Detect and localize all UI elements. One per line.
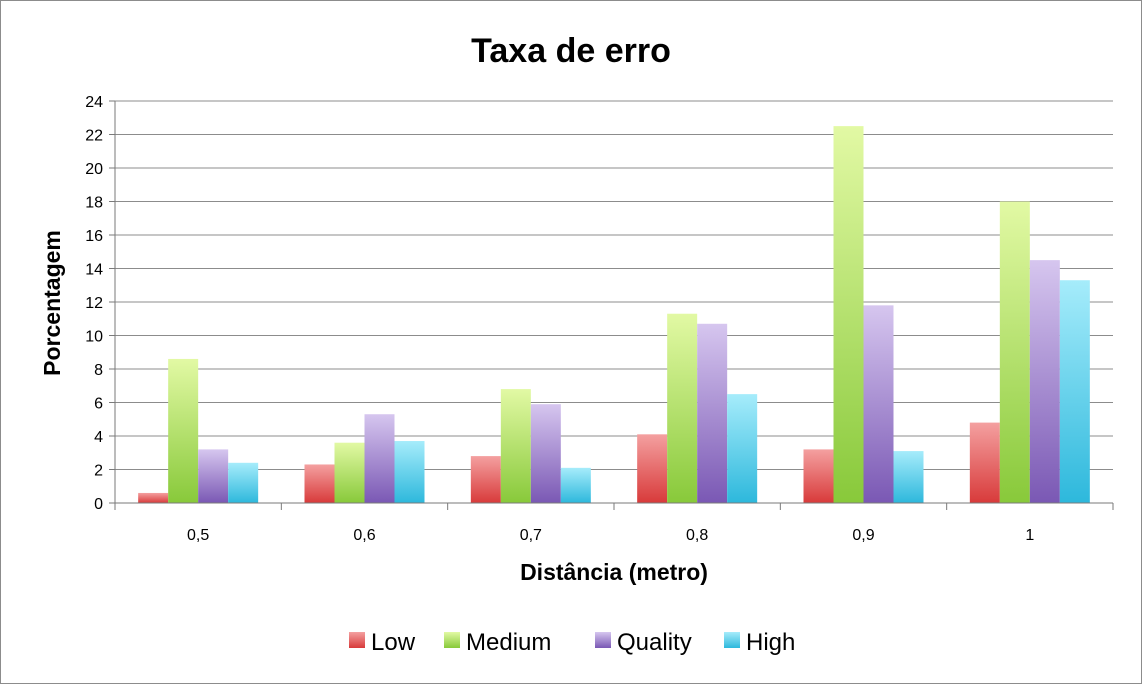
legend-swatch-low bbox=[349, 632, 365, 648]
y-tick-label: 10 bbox=[85, 329, 103, 346]
bar-low-4 bbox=[803, 449, 834, 503]
bar-low-0 bbox=[138, 492, 169, 503]
legend-label-low: Low bbox=[371, 629, 416, 656]
bar-high-5 bbox=[1059, 280, 1090, 503]
bar-high-0 bbox=[228, 462, 259, 503]
bar-medium-3 bbox=[667, 313, 698, 503]
chart-title: Taxa de erro bbox=[471, 32, 671, 70]
y-tick-label: 18 bbox=[85, 195, 103, 212]
gridlines bbox=[115, 100, 1113, 470]
legend-label-quality: Quality bbox=[617, 629, 692, 656]
bar-quality-5 bbox=[1029, 260, 1060, 503]
bar-medium-0 bbox=[168, 358, 199, 503]
bar-high-2 bbox=[560, 467, 591, 503]
legend-label-high: High bbox=[746, 629, 795, 656]
x-tick-label: 0,9 bbox=[852, 527, 874, 544]
x-tick-label: 0,7 bbox=[520, 527, 542, 544]
y-tick-label: 4 bbox=[94, 429, 103, 446]
bar-medium-4 bbox=[833, 126, 864, 503]
bar-quality-4 bbox=[863, 305, 894, 503]
legend-swatch-medium bbox=[444, 632, 460, 648]
x-tick-label: 0,8 bbox=[686, 527, 708, 544]
y-tick-label: 22 bbox=[85, 128, 103, 145]
y-axis-title: Porcentagem bbox=[39, 230, 65, 376]
bar-medium-5 bbox=[999, 201, 1030, 503]
y-tick-label: 14 bbox=[85, 262, 103, 279]
y-tick-label: 24 bbox=[85, 94, 103, 111]
y-tick-label: 12 bbox=[85, 295, 103, 312]
x-axis-title: Distância (metro) bbox=[520, 559, 708, 585]
x-tick-label: 0,6 bbox=[353, 527, 375, 544]
bar-quality-3 bbox=[697, 323, 728, 503]
x-tick-labels: 0,5 0,6 0,7 0,8 0,9 1 bbox=[187, 527, 1034, 544]
bar-medium-2 bbox=[500, 389, 531, 503]
x-tick-label: 1 bbox=[1025, 527, 1034, 544]
legend: Low Medium Quality High bbox=[349, 629, 795, 656]
legend-swatch-high bbox=[724, 632, 740, 648]
bar-high-4 bbox=[893, 451, 924, 503]
y-tick-label: 2 bbox=[94, 463, 103, 480]
y-tick-label: 6 bbox=[94, 396, 103, 413]
x-tick-label: 0,5 bbox=[187, 527, 209, 544]
legend-label-medium: Medium bbox=[466, 629, 551, 656]
y-tick-label: 0 bbox=[94, 496, 103, 513]
y-tick-label: 16 bbox=[85, 228, 103, 245]
legend-swatch-quality bbox=[595, 632, 611, 648]
bar-quality-2 bbox=[530, 404, 561, 503]
bar-quality-0 bbox=[198, 449, 229, 503]
bars bbox=[138, 126, 1090, 503]
bar-low-2 bbox=[470, 456, 501, 503]
axes bbox=[114, 101, 1114, 510]
y-tick-label: 20 bbox=[85, 161, 103, 178]
bar-high-3 bbox=[727, 394, 758, 503]
bar-low-5 bbox=[969, 422, 1000, 503]
bar-quality-1 bbox=[364, 414, 395, 503]
bar-medium-1 bbox=[334, 442, 365, 503]
bar-high-1 bbox=[394, 441, 425, 503]
bar-low-1 bbox=[304, 464, 335, 503]
bar-low-3 bbox=[637, 434, 668, 503]
y-tick-label: 8 bbox=[94, 362, 103, 379]
